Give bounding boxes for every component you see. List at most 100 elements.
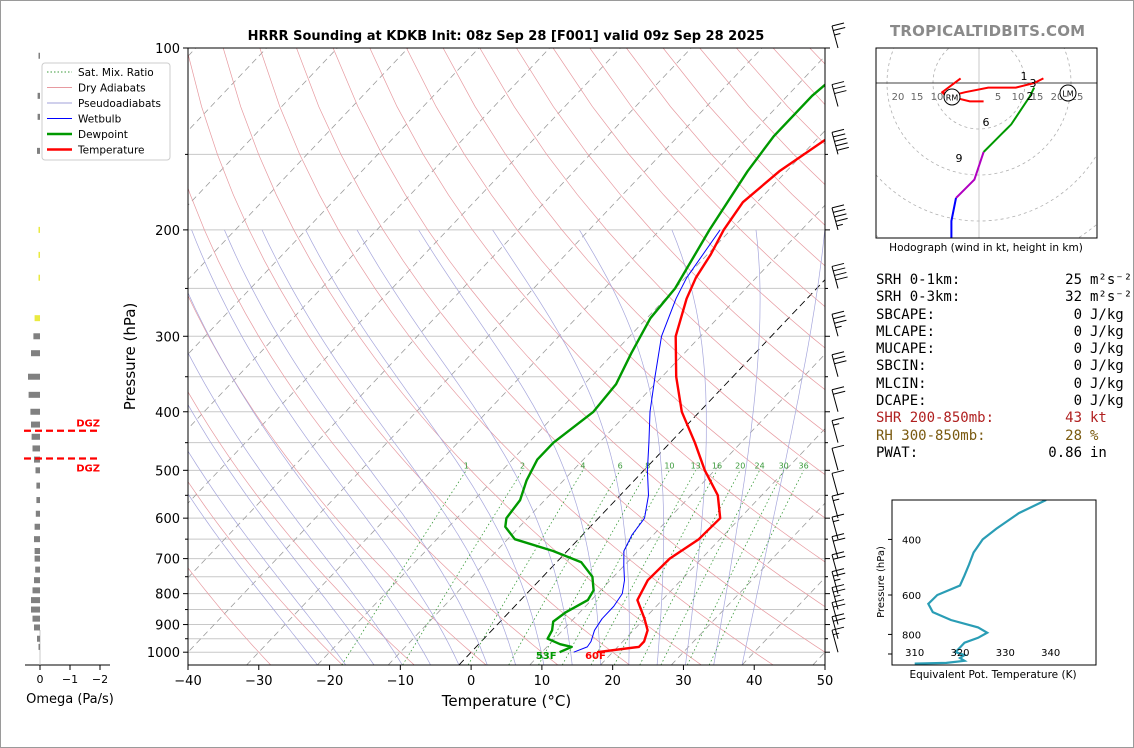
- omega-bar: [38, 52, 40, 59]
- x-tick-label: 50: [817, 674, 834, 689]
- barb-flag: [831, 81, 845, 86]
- barb-flag: [834, 90, 847, 95]
- barb-staff: [831, 473, 839, 496]
- omega-bar: [31, 606, 40, 613]
- omega-bar: [30, 408, 40, 415]
- stat-label: MLCAPE:: [876, 323, 936, 340]
- barb-flag: [831, 444, 845, 449]
- skewt-background-lines: 1 2 4 6 8 10 13 16 20 24 30 36: [188, 48, 825, 665]
- barb-half-flag: [833, 498, 840, 502]
- skewt-axes: 53F 60F1002003004005006007008009001000−40…: [121, 42, 833, 710]
- wind-barb: [831, 626, 845, 653]
- stat-label: PWAT:: [876, 444, 919, 461]
- profile-temperature: [596, 138, 825, 654]
- barb-flag: [831, 469, 845, 474]
- pseudoadiabat: [579, 229, 665, 665]
- hodograph-ring-label: 15: [1031, 92, 1044, 103]
- mixing-ratio-line: [467, 470, 584, 665]
- barb-staff: [831, 448, 839, 471]
- storm-motion-label: LM: [1062, 90, 1073, 99]
- x-axis-label: Temperature (°C): [441, 692, 571, 710]
- barb-staff: [831, 496, 839, 519]
- stat-unit: m²s⁻²: [1090, 272, 1133, 288]
- barb-flag: [834, 137, 847, 142]
- legend: Sat. Mix. Ratio Dry Adiabats Pseudoadiabat…: [41, 62, 171, 161]
- barb-half-flag: [833, 423, 840, 426]
- mixing-ratio-line: [639, 470, 741, 665]
- wind-barbs: [831, 22, 849, 653]
- barb-flag: [833, 390, 846, 395]
- hodograph-panel: 20 15 10 5 10 15 20 25 RM LM 1 23 6 9 Hodograph (wind …: [875, 47, 1098, 254]
- hodograph-height-label: 3: [1030, 77, 1037, 90]
- hodograph-ring-label: 5: [995, 92, 1001, 103]
- dry-adiabat: [188, 567, 272, 665]
- y-axis-label: Pressure (hPa): [121, 303, 139, 411]
- profile-dewpoint: [504, 83, 825, 654]
- omega-bar: [28, 373, 40, 380]
- wind-barb: [831, 533, 846, 559]
- stat-value: 0: [1073, 393, 1082, 410]
- barb-flag: [835, 276, 848, 281]
- barb-flag: [831, 351, 845, 356]
- theta-e-x-tick-label: 330: [996, 648, 1015, 659]
- x-tick-label: 30: [675, 674, 692, 689]
- profile-wetbulb: [573, 229, 721, 653]
- stat-unit: J/kg: [1090, 323, 1124, 340]
- barb-flag: [831, 204, 845, 209]
- omega-bar: [31, 433, 40, 440]
- skewt-frame: [187, 47, 826, 666]
- omega-bar: [34, 577, 40, 584]
- dry-adiabat: [552, 48, 825, 349]
- y-tick-label: 100: [155, 42, 180, 57]
- omega-bar: [35, 467, 40, 474]
- skewt-profiles: [504, 83, 825, 654]
- stat-value: 43: [1065, 410, 1082, 427]
- mixing-ratio-label: 2: [520, 461, 525, 470]
- theta-e-y-label: Pressure (hPa): [876, 546, 887, 618]
- barb-staff: [831, 630, 839, 653]
- mixing-ratio-line: [402, 470, 523, 665]
- barb-staff: [831, 587, 839, 610]
- barb-flag: [834, 319, 847, 324]
- chart-title: HRRR Sounding at KDKB Init: 08z Sep 28 […: [248, 29, 765, 44]
- omega-bar: [38, 274, 40, 281]
- stat-unit: J/kg: [1090, 341, 1124, 358]
- hodograph-height-label: 2: [1027, 90, 1034, 103]
- hodograph-ring-label: 20: [892, 92, 905, 103]
- theta-e-x-label: Equivalent Pot. Temperature (K): [909, 669, 1076, 681]
- stat-unit: kt: [1090, 410, 1107, 427]
- isotherm-line: [246, 55, 825, 665]
- barb-flag: [831, 533, 845, 538]
- barb-flag: [836, 146, 849, 151]
- barb-staff: [831, 602, 839, 625]
- isotherm-line: [188, 48, 763, 653]
- wind-barb: [831, 469, 845, 496]
- wind-barb: [831, 513, 845, 540]
- hodograph-trace: [950, 197, 957, 238]
- hodograph-height-label: 1: [1021, 70, 1028, 83]
- pseudoadiabat: [188, 404, 375, 665]
- dry-adiabat: [188, 481, 343, 665]
- barb-half-flag: [834, 594, 841, 598]
- barb-staff: [831, 571, 839, 594]
- mixing-ratio-line: [341, 470, 467, 665]
- barb-flag: [833, 555, 846, 560]
- pseudoadiabat: [188, 493, 318, 665]
- mixing-ratio-label: 30: [779, 461, 789, 470]
- watermark: TROPICALTIDBITS.COM: [890, 22, 1086, 40]
- dry-adiabat: [406, 48, 825, 519]
- x-tick-label: −10: [387, 674, 414, 689]
- pseudoadiabat: [191, 229, 460, 665]
- barb-flag: [833, 603, 846, 608]
- barb-flag: [835, 142, 848, 147]
- stats-table: SRH 0-1km: 25 m²s⁻² SRH 0-3km: 32 m²s⁻² SBCAPE…: [876, 272, 1132, 462]
- theta-e-plot: [914, 500, 1047, 665]
- y-tick-label: 1000: [147, 646, 180, 661]
- omega-bar: [37, 147, 40, 154]
- dgz-label: DGZ: [76, 419, 100, 430]
- wind-barb: [831, 386, 846, 412]
- stat-value: 0: [1073, 358, 1082, 375]
- storm-motion-marker: [1059, 84, 1077, 102]
- isotherm-line: [188, 48, 692, 579]
